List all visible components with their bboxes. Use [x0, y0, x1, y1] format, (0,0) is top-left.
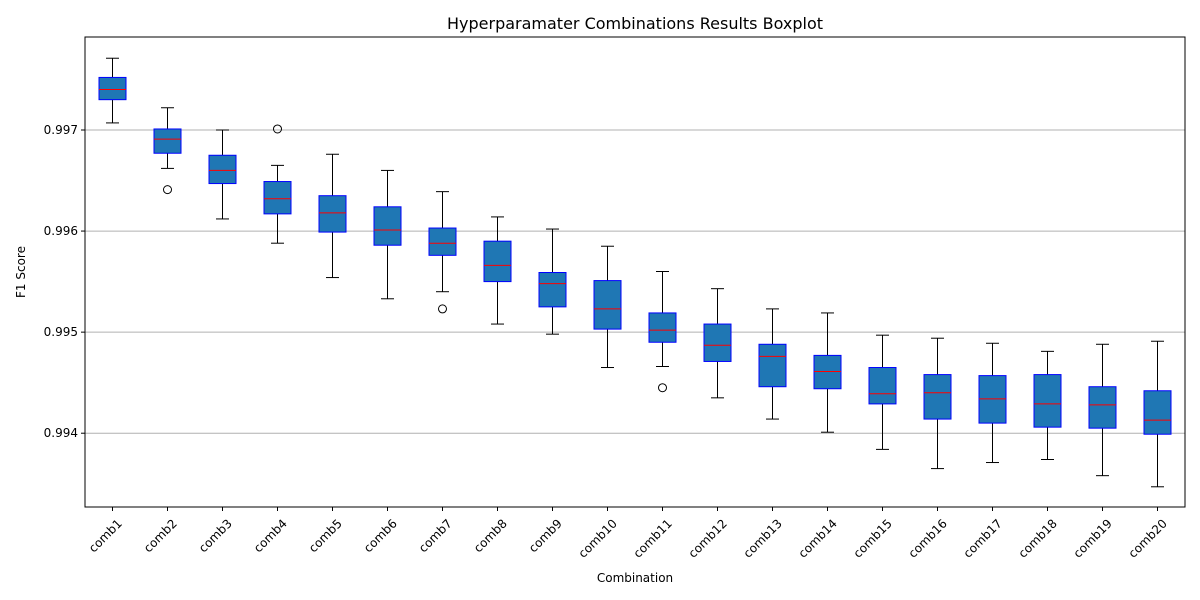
- y-tick-label: 0.995: [44, 325, 78, 339]
- box-comb1: [98, 57, 127, 124]
- box-comb11: [648, 270, 677, 393]
- outlier-point: [438, 304, 447, 314]
- iqr-box: [428, 227, 457, 256]
- box-comb12: [703, 288, 732, 399]
- box-comb17: [978, 342, 1007, 464]
- iqr-box: [1033, 374, 1062, 428]
- iqr-box: [648, 312, 677, 343]
- box-comb20: [1143, 340, 1172, 488]
- iqr-box: [263, 181, 292, 215]
- grid-lines: [85, 129, 1185, 434]
- box-comb6: [373, 169, 402, 300]
- iqr-box: [483, 240, 512, 283]
- iqr-box: [813, 354, 842, 390]
- chart-title: Hyperparamater Combinations Results Boxp…: [447, 14, 823, 33]
- outlier-point: [273, 124, 282, 134]
- outlier-point: [658, 383, 667, 393]
- box-comb2: [153, 107, 182, 195]
- box-comb16: [923, 337, 952, 470]
- iqr-box: [153, 128, 182, 154]
- plot-area-frame: [84, 36, 1186, 508]
- box-comb18: [1033, 350, 1062, 460]
- iqr-box: [318, 195, 347, 233]
- iqr-box: [758, 343, 787, 388]
- y-tick-label: 0.994: [44, 426, 78, 440]
- iqr-box: [868, 367, 897, 405]
- box-comb14: [813, 312, 842, 433]
- y-axis-ticks: 0.994 0.995 0.996 0.997: [44, 123, 85, 440]
- iqr-box: [978, 375, 1007, 424]
- y-axis-label: F1 Score: [14, 246, 28, 298]
- iqr-box: [538, 272, 567, 308]
- box-comb15: [868, 334, 897, 450]
- box-comb3: [208, 129, 237, 220]
- box-comb7: [428, 191, 457, 314]
- box-comb13: [758, 308, 787, 420]
- box-comb10: [593, 245, 622, 369]
- y-tick-label: 0.996: [44, 224, 78, 238]
- box-comb9: [538, 228, 567, 335]
- boxes: [98, 57, 1172, 488]
- iqr-box: [703, 323, 732, 362]
- x-axis-label: Combination: [597, 571, 673, 585]
- iqr-box: [208, 154, 237, 185]
- iqr-box: [923, 374, 952, 420]
- box-comb19: [1088, 343, 1117, 477]
- box-comb5: [318, 153, 347, 279]
- outlier-point: [163, 185, 172, 195]
- iqr-box: [1143, 390, 1172, 435]
- iqr-box: [593, 280, 622, 330]
- iqr-box: [373, 206, 402, 246]
- y-tick-label: 0.997: [44, 123, 78, 137]
- box-comb4: [263, 124, 292, 244]
- iqr-box: [1088, 386, 1117, 429]
- box-comb8: [483, 216, 512, 325]
- iqr-box: [98, 76, 127, 101]
